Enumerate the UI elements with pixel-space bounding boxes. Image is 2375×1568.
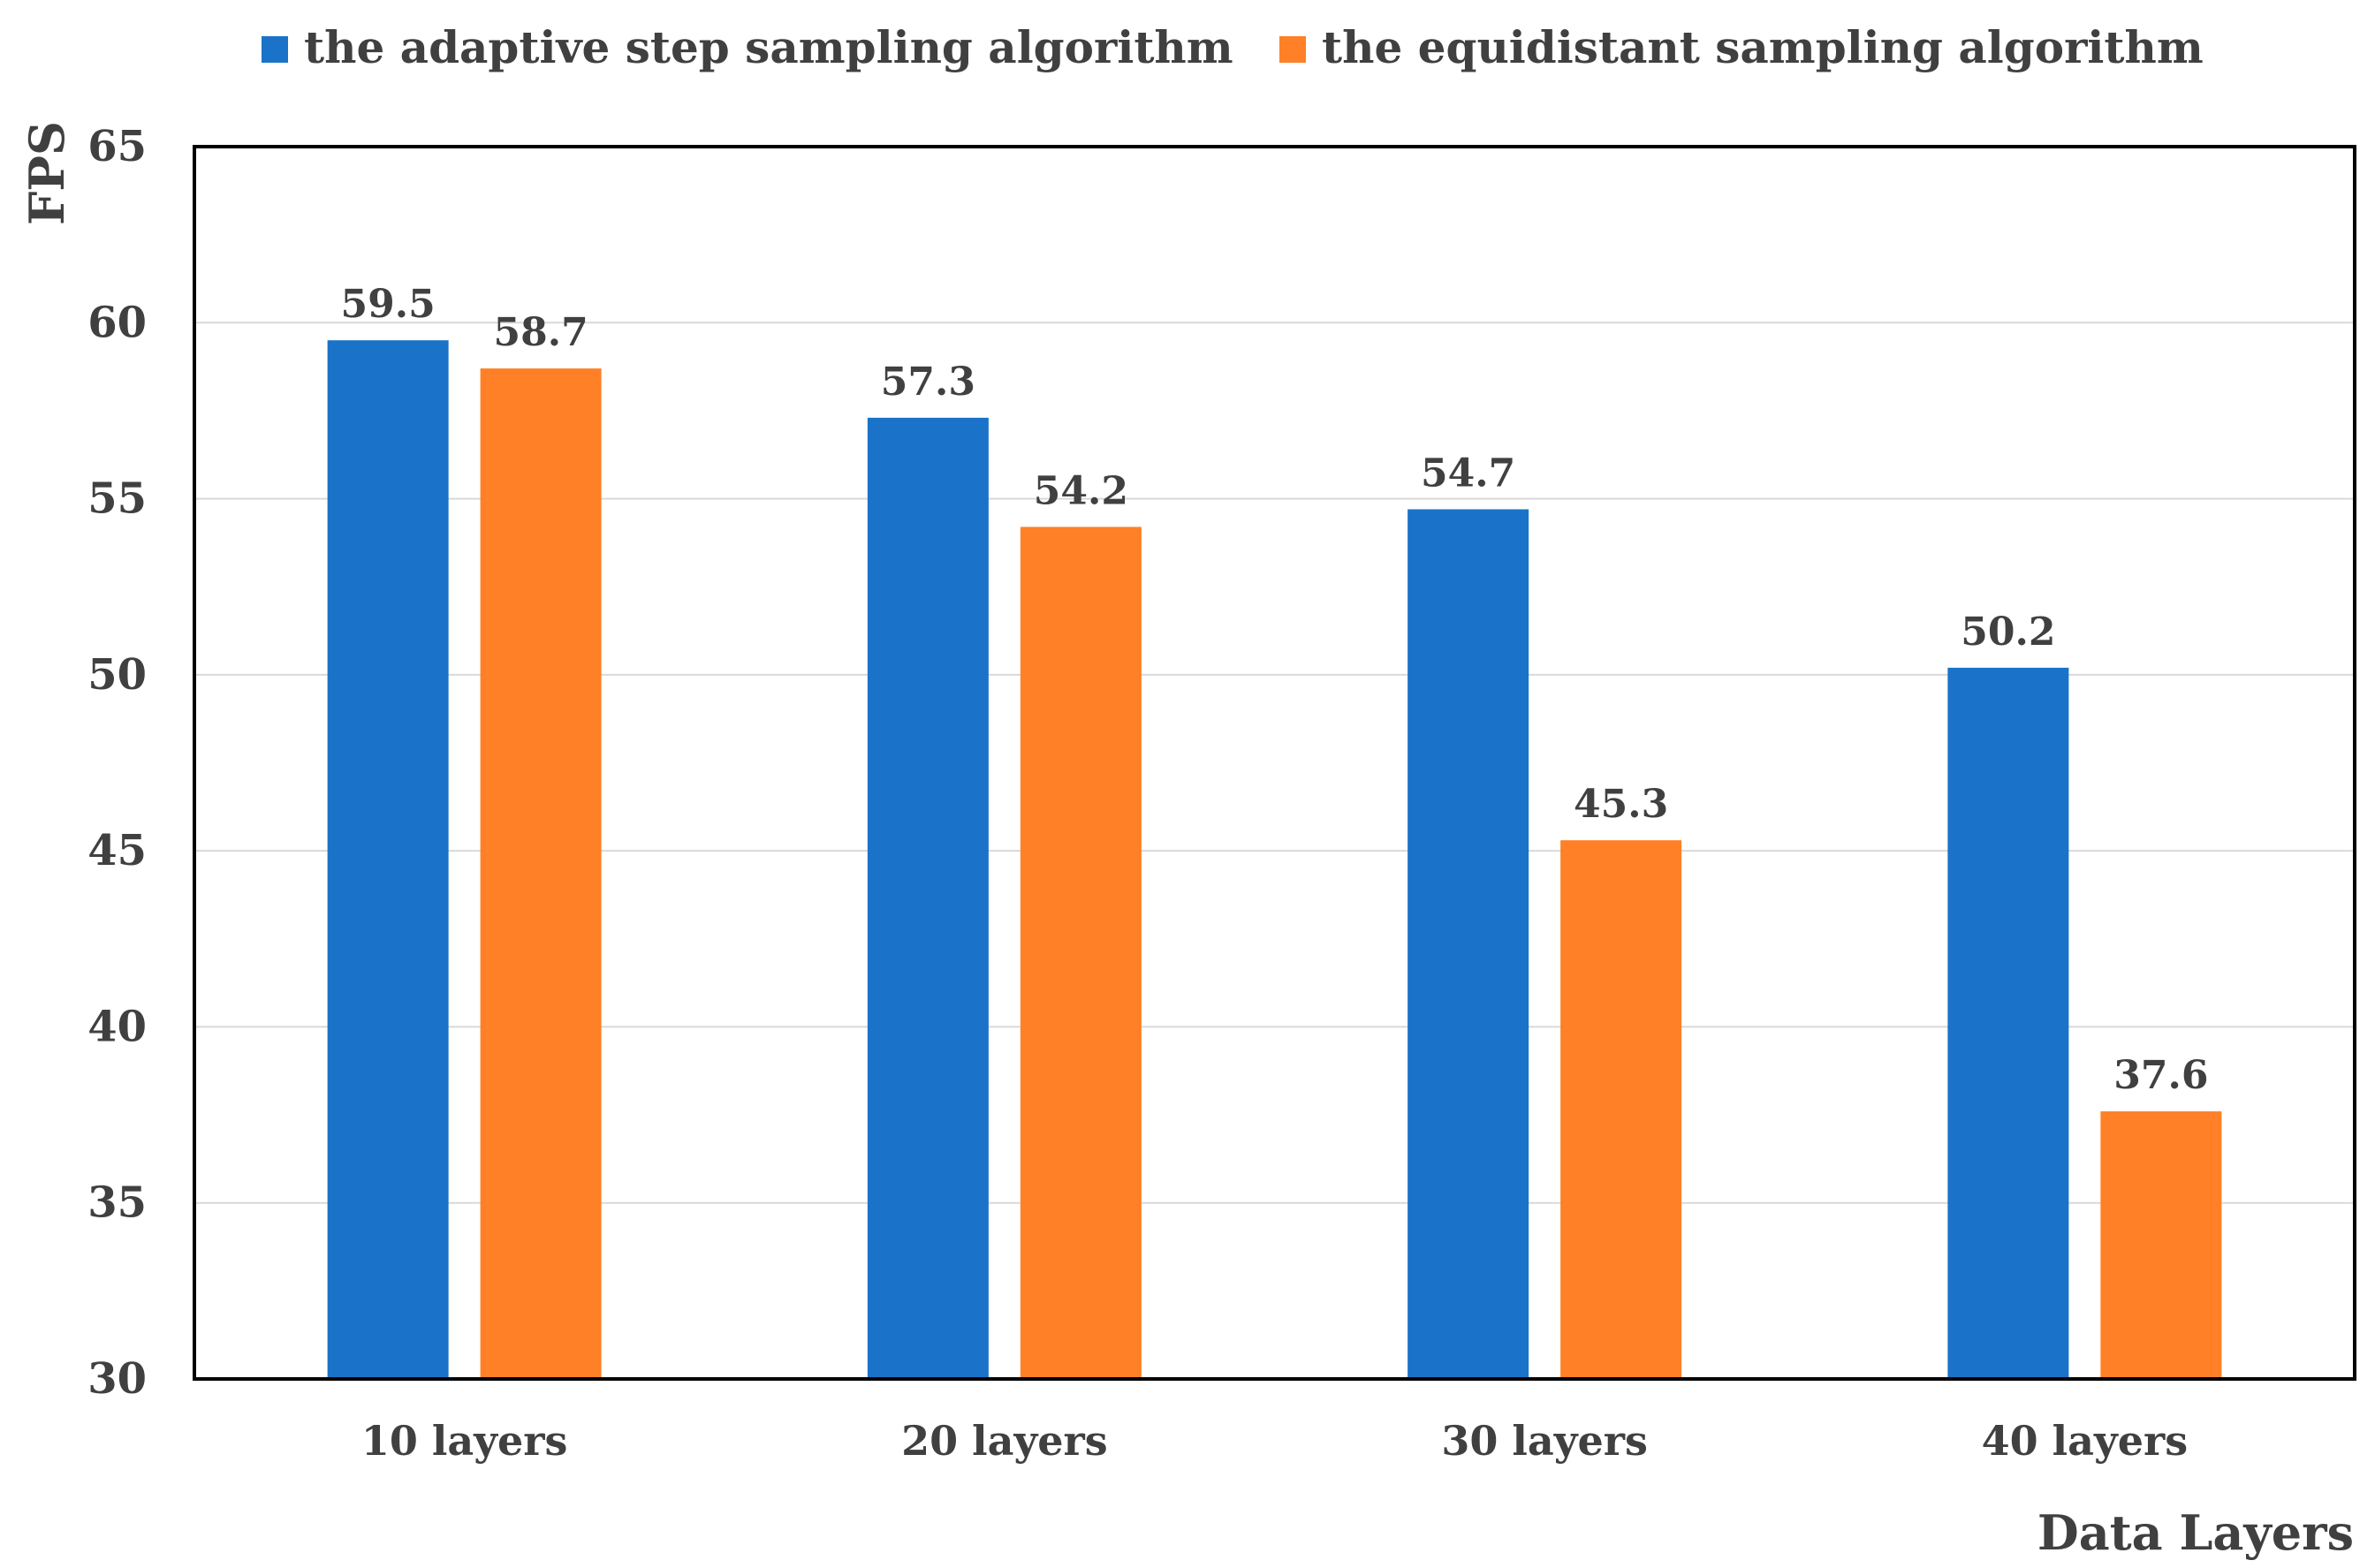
legend-swatch-equidistant <box>1279 36 1306 63</box>
legend: the adaptive step sampling algorithm the… <box>262 21 2204 73</box>
bar-series1-cat1 <box>1020 526 1142 1379</box>
data-label-series1-cat2: 45.3 <box>1574 782 1668 827</box>
data-label-series0-cat1: 57.3 <box>881 360 975 405</box>
data-label-series1-cat1: 54.2 <box>1034 468 1128 513</box>
legend-label-equidistant: the equidistant sampling algorithm <box>1322 21 2204 73</box>
y-tick-label: 35 <box>87 1178 147 1228</box>
data-label-series1-cat0: 58.7 <box>494 310 588 355</box>
y-tick-label: 30 <box>87 1354 147 1404</box>
data-label-series0-cat2: 54.7 <box>1421 451 1515 496</box>
y-tick-label: 40 <box>87 1002 147 1051</box>
x-tick-label: 30 layers <box>1441 1417 1647 1465</box>
x-axis-ticks: 10 layers 20 layers 30 layers 40 layers <box>361 1417 2188 1465</box>
bar-series0-cat0 <box>327 340 449 1379</box>
y-axis-title: FPS <box>19 121 75 225</box>
data-label-series0-cat3: 50.2 <box>1961 610 2055 655</box>
y-tick-label: 50 <box>87 650 147 700</box>
x-tick-label: 10 layers <box>361 1417 567 1465</box>
legend-swatch-adaptive <box>262 36 288 63</box>
legend-label-adaptive: the adaptive step sampling algorithm <box>304 21 1233 73</box>
bar-series1-cat0 <box>480 368 602 1380</box>
bar-series1-cat2 <box>1560 840 1682 1379</box>
x-tick-label: 20 layers <box>901 1417 1107 1465</box>
bar-series0-cat1 <box>867 417 989 1379</box>
data-labels: 59.5 58.7 57.3 54.2 54.7 45.3 50.2 37.6 <box>341 282 2209 1098</box>
y-tick-label: 45 <box>87 826 147 875</box>
data-label-series1-cat3: 37.6 <box>2113 1053 2208 1098</box>
y-tick-label: 55 <box>87 474 147 524</box>
y-tick-label: 60 <box>87 298 147 347</box>
data-label-series0-cat0: 59.5 <box>341 282 436 327</box>
bar-series1-cat3 <box>2100 1111 2222 1379</box>
bars <box>327 340 2222 1380</box>
bar-series0-cat3 <box>1947 667 2069 1379</box>
y-tick-label: 65 <box>87 122 147 171</box>
y-axis-ticks: 30 35 40 45 50 55 60 65 <box>87 122 147 1404</box>
x-axis-title: Data Layers <box>2037 1504 2354 1561</box>
bar-series0-cat2 <box>1408 509 1529 1379</box>
plot-frame <box>193 145 2356 1381</box>
x-tick-label: 40 layers <box>1982 1417 2188 1465</box>
